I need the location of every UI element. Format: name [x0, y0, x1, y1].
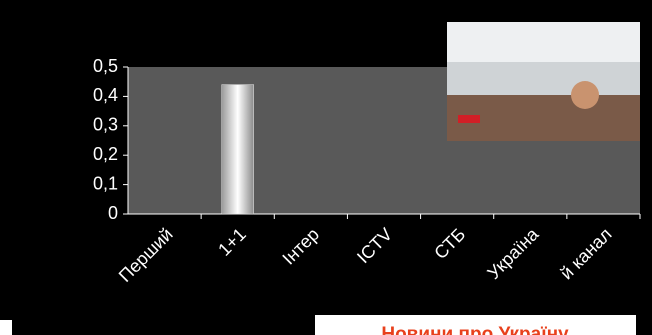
corner-box	[0, 320, 12, 335]
y-tick-label: 0,3	[93, 115, 118, 135]
video-thumbnail	[447, 22, 640, 141]
y-tick-label: 0,1	[93, 173, 118, 193]
y-tick-label: 0,5	[93, 56, 118, 76]
bar	[221, 84, 254, 215]
y-tick-label: 0	[108, 203, 118, 223]
caption: Новини про Україну	[381, 324, 569, 335]
caption-box	[315, 315, 636, 335]
y-tick-label: 0,2	[93, 144, 118, 164]
y-tick-label: 0,4	[93, 85, 118, 105]
